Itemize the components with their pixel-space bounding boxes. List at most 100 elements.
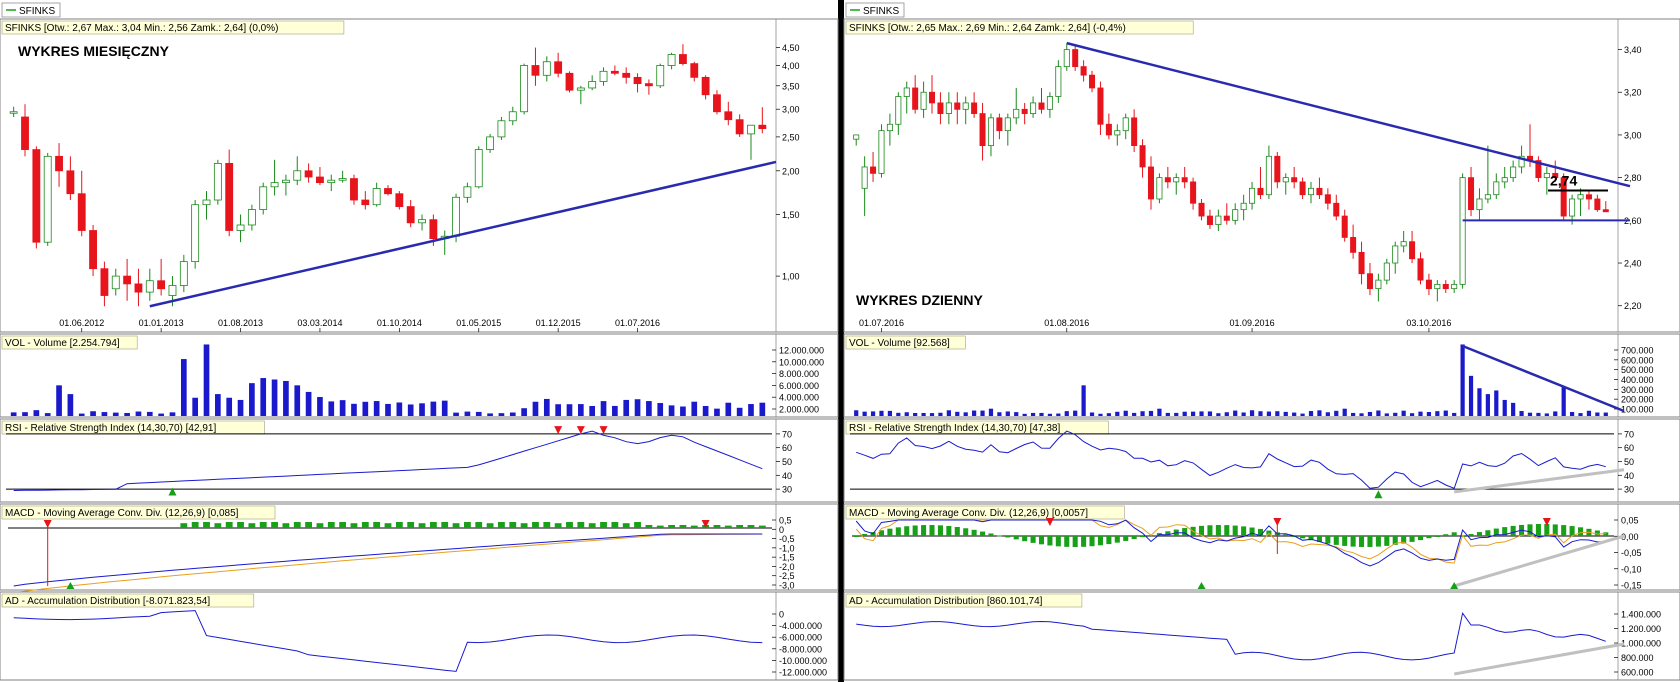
- right-price-candle: [1308, 187, 1315, 196]
- right-volume-bar: [1359, 413, 1364, 416]
- left-volume-bar: [294, 385, 301, 416]
- left-macd-histogram-bar: [395, 522, 403, 528]
- left-ad-panel: AD - Accumulation Distribution [-8.071.8…: [0, 591, 839, 681]
- right-price-candle: [853, 134, 860, 140]
- right-macd-histogram-bar: [1055, 536, 1061, 547]
- left-rsi-tick-label: 60: [782, 443, 792, 453]
- right-price-candle: [1021, 108, 1028, 114]
- right-macd-tick-label: 0,00: [1621, 532, 1639, 542]
- left-macd-histogram-bar: [214, 523, 222, 528]
- left-legend-box[interactable]: [1, 2, 61, 18]
- left-macd-histogram-bar: [690, 525, 698, 528]
- right-macd-histogram-bar: [1359, 536, 1365, 547]
- left-volume-bar: [146, 411, 153, 416]
- right-ad-tick-label: 800.000: [1621, 653, 1654, 663]
- left-volume-bar: [203, 344, 210, 416]
- right-volume-bar: [1325, 412, 1330, 416]
- left-volume-bar: [646, 401, 652, 416]
- right-macd-histogram-bar: [1081, 536, 1087, 547]
- right-price-candle: [1552, 172, 1559, 179]
- right-legend-box[interactable]: [845, 2, 905, 18]
- left-macd-histogram-bar: [305, 522, 312, 528]
- right-price-candle: [1594, 198, 1601, 211]
- right-price-candle: [1375, 279, 1382, 290]
- window-divider: [838, 0, 844, 682]
- right-macd-histogram-bar: [929, 525, 935, 536]
- right-macd-histogram-bar: [1291, 536, 1297, 537]
- right-price-candle: [1417, 258, 1424, 281]
- left-macd-histogram-bar: [237, 522, 244, 528]
- right-macd-histogram-bar: [1409, 536, 1415, 542]
- right-price-candle: [1560, 177, 1567, 217]
- left-macd-tick-label: 0,5: [779, 516, 792, 526]
- left-volume-bar: [680, 406, 686, 416]
- right-volume-bar: [1233, 410, 1238, 416]
- right-price-candle: [971, 102, 978, 114]
- right-price-candle: [1063, 49, 1070, 68]
- right-price-candle: [1156, 177, 1163, 200]
- right-macd-histogram-bar: [1097, 536, 1103, 546]
- right-macd-histogram-bar: [1333, 536, 1339, 545]
- right-macd-histogram-bar: [1300, 536, 1306, 539]
- right-price-tick-label: 2,40: [1624, 259, 1642, 269]
- left-price-candle: [610, 70, 619, 74]
- left-price-candle: [304, 170, 313, 178]
- left-volume-bar: [124, 412, 130, 416]
- left-macd-histogram-bar: [668, 525, 675, 528]
- right-volume-bar: [887, 410, 893, 416]
- left-macd-histogram-bar: [418, 523, 426, 528]
- right-volume-bar: [938, 412, 943, 416]
- left-volume-bar: [555, 404, 561, 416]
- right-price-candle: [937, 102, 944, 114]
- left-macd-tick-label: -1,0: [779, 543, 795, 553]
- right-macd-histogram-bar: [912, 525, 918, 536]
- right-price-candle: [1425, 279, 1432, 290]
- right-macd-histogram-bar: [1434, 536, 1440, 537]
- right-volume-bar: [1494, 390, 1499, 416]
- left-volume-bar: [237, 399, 244, 416]
- right-volume-bar: [1249, 410, 1255, 416]
- right-price-candle: [1518, 155, 1525, 168]
- right-macd-histogram-bar: [853, 536, 859, 537]
- right-volume-bar: [921, 412, 926, 416]
- right-resistance-trendline: [1066, 41, 1631, 188]
- left-price-candle: [679, 54, 687, 65]
- right-macd-histogram-bar: [1350, 536, 1356, 547]
- left-price-candle: [327, 179, 336, 184]
- left-rsi-tick-label: 70: [782, 429, 792, 439]
- left-ad-line: [13, 610, 763, 672]
- right-rsi-line: [856, 430, 1606, 489]
- right-price-candle: [1451, 283, 1458, 290]
- right-macd-histogram-bar: [1198, 525, 1205, 536]
- right-ad-tick-label: 1.200.000: [1621, 624, 1661, 634]
- left-price-candle: [758, 124, 767, 130]
- left-volume-bar: [396, 402, 403, 416]
- right-macd-histogram-bar: [1510, 525, 1516, 536]
- left-price-candle: [656, 65, 665, 87]
- right-rsi-tick-label: 40: [1624, 471, 1634, 481]
- right-macd-sell-marker: [1045, 518, 1054, 526]
- right-macd-histogram-bar: [1182, 528, 1188, 536]
- left-price-candle: [55, 155, 63, 172]
- left-rsi-buy-marker: [168, 487, 177, 496]
- right-volume-bar: [1586, 410, 1592, 416]
- right-volume-bar: [913, 412, 918, 416]
- right-volume-bar: [1115, 411, 1120, 416]
- right-price-candle: [1476, 198, 1483, 211]
- right-price-candle: [1459, 177, 1466, 285]
- left-price-candle: [9, 111, 18, 114]
- right-macd-histogram-bar: [1232, 525, 1238, 536]
- right-macd-histogram-bar: [996, 535, 1002, 537]
- left-volume-bar: [543, 398, 550, 416]
- left-overlay-title: WYKRES MIESIĘCZNY: [18, 43, 170, 59]
- right-volume-bar: [955, 411, 960, 416]
- left-rsi-tick-label: 40: [782, 471, 792, 481]
- right-rsi-panel: RSI - Relative Strength Index (14,30,70)…: [843, 418, 1680, 503]
- left-volume-bar: [169, 412, 176, 416]
- right-ad-panel-header: AD - Accumulation Distribution [860.101,…: [849, 596, 1043, 607]
- left-price-candle: [179, 261, 188, 286]
- right-volume-bar: [1199, 411, 1204, 416]
- right-macd-histogram-bar: [1030, 536, 1036, 543]
- right-volume-bar: [1502, 399, 1507, 416]
- left-macd-tick-label: -1,5: [779, 553, 795, 563]
